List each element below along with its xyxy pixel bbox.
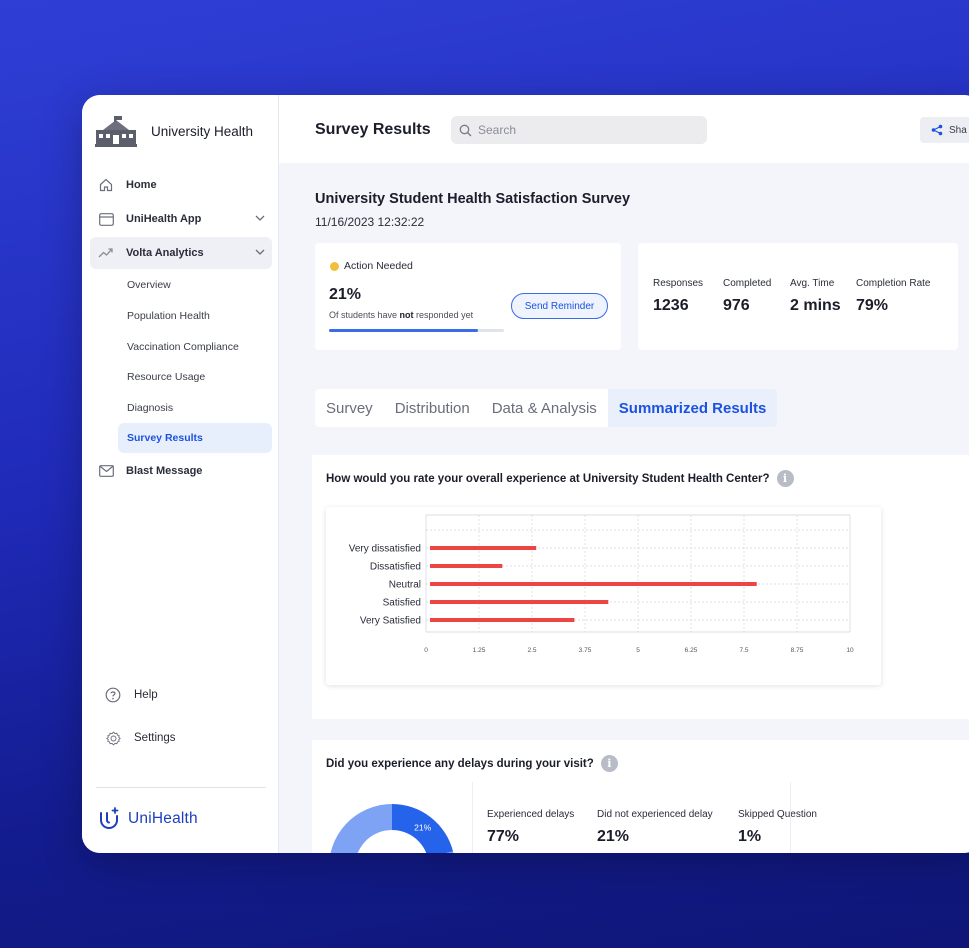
category-label: Satisfied: [383, 598, 421, 609]
question-2-panel: Did you experience any delays during you…: [312, 740, 969, 853]
response-progress-bar: [329, 329, 504, 332]
category-label: Neutral: [389, 580, 421, 591]
sidebar-item-blast-message[interactable]: Blast Message: [90, 455, 272, 487]
subnav-overview[interactable]: Overview: [127, 279, 171, 291]
status-dot: [330, 262, 339, 271]
stat-avg-time: Avg. Time 2 mins: [790, 278, 841, 314]
sidebar-item-volta-analytics[interactable]: Volta Analytics: [90, 237, 272, 269]
x-tick-label: 0: [424, 647, 428, 654]
info-icon[interactable]: i: [776, 470, 794, 487]
survey-title: University Student Health Satisfaction S…: [315, 191, 631, 207]
response-progress-fill: [329, 329, 478, 332]
send-reminder-button[interactable]: Send Reminder: [511, 293, 608, 319]
gear-icon: [104, 729, 122, 747]
trend-icon: [98, 245, 114, 261]
x-tick-label: 2.5: [527, 647, 536, 654]
search-input[interactable]: [478, 123, 678, 137]
share-icon: [931, 124, 943, 136]
stat-skipped: Skipped Question 1%: [738, 809, 817, 845]
university-building-icon: [95, 116, 137, 147]
action-needed-card: Action Needed 21% Of students have not r…: [315, 243, 621, 350]
category-label: Dissatisfied: [370, 562, 421, 573]
tab-distribution[interactable]: Distribution: [394, 399, 470, 417]
sidebar-item-label: UniHealth App: [126, 213, 202, 225]
question-2-title: Did you experience any delays during you…: [326, 755, 618, 772]
donut-segment: [330, 804, 454, 853]
question-1-title: How would you rate your overall experien…: [326, 470, 794, 487]
x-tick-label: 6.25: [685, 647, 698, 654]
x-tick-label: 3.75: [579, 647, 592, 654]
home-icon: [98, 177, 114, 193]
x-tick-label: 8.75: [791, 647, 804, 654]
app-window: University Health Home UniHealth App Vol…: [82, 95, 969, 853]
mail-icon: [98, 463, 114, 479]
category-label: Very dissatisfied: [349, 544, 421, 555]
settings-label: Settings: [134, 732, 176, 744]
x-tick-label: 5: [636, 647, 640, 654]
share-label: Sha: [949, 124, 967, 136]
delay-divider: [790, 782, 791, 853]
satisfaction-bar-chart: 0 1.25 2.5 3.75 5 6.25 7.5 8.75 10 Very dissatisf…: [349, 514, 854, 654]
bar: [430, 564, 503, 568]
chevron-down-icon[interactable]: [254, 212, 266, 224]
question-1-panel: How would you rate your overall experien…: [312, 455, 969, 719]
help-label: Help: [134, 689, 158, 701]
tab-summarized-results[interactable]: Summarized Results: [607, 389, 778, 427]
search-box[interactable]: [451, 116, 707, 144]
action-label: Action Needed: [344, 260, 413, 272]
app-window-icon: [98, 211, 114, 227]
bar: [430, 546, 537, 550]
not-responded-percent: 21%: [329, 286, 362, 303]
sidebar-item-home[interactable]: Home: [90, 169, 272, 201]
subnav-survey-results[interactable]: Survey Results: [118, 423, 272, 453]
share-button[interactable]: Sha: [920, 117, 969, 143]
bar: [430, 618, 575, 622]
bar: [430, 600, 609, 604]
sidebar-item-label: Home: [126, 179, 157, 191]
results-tabs: Survey Distribution Data & Analysis Summ…: [315, 389, 778, 427]
sidebar-item-label: Volta Analytics: [126, 247, 204, 259]
stat-responses: Responses 1236: [653, 278, 704, 314]
not-responded-note: Of students have not responded yet: [329, 310, 474, 320]
subnav-vaccination-compliance[interactable]: Vaccination Compliance: [127, 341, 239, 353]
donut-segment: [392, 804, 454, 853]
x-tick-label: 7.5: [739, 647, 748, 654]
subnav-population-health[interactable]: Population Health: [127, 310, 210, 322]
stat-completed: Completed 976: [723, 278, 772, 314]
brand[interactable]: University Health: [95, 115, 253, 147]
survey-date: 11/16/2023 12:32:22: [315, 215, 425, 229]
settings-link[interactable]: Settings: [104, 729, 176, 747]
sidebar-item-label: Blast Message: [126, 465, 203, 477]
delay-divider: [472, 782, 473, 853]
sidebar-divider: [96, 787, 266, 788]
satisfaction-chart: 0 1.25 2.5 3.75 5 6.25 7.5 8.75 10 Very dissatisf…: [326, 507, 881, 685]
donut-label: 21%: [414, 822, 431, 832]
logo-text: UniHealth: [128, 810, 198, 827]
search-icon: [459, 124, 472, 137]
help-link[interactable]: Help: [104, 686, 158, 704]
stat-no-delay: Did not experienced delay 21%: [597, 809, 713, 845]
stat-experienced-delays: Experienced delays 77%: [487, 809, 575, 845]
x-tick-label: 1.25: [473, 647, 486, 654]
sidebar-item-unihealth-app[interactable]: UniHealth App: [90, 203, 272, 235]
page-title: Survey Results: [315, 121, 431, 138]
delay-donut-chart: 21%77%: [330, 804, 454, 853]
tab-data-analysis[interactable]: Data & Analysis: [491, 399, 597, 417]
info-icon[interactable]: i: [600, 755, 618, 772]
survey-stats-card: Responses 1236 Completed 976 Avg. Time 2…: [638, 243, 958, 350]
subnav-diagnosis[interactable]: Diagnosis: [127, 402, 174, 414]
x-tick-label: 10: [846, 647, 854, 654]
subnav-resource-usage[interactable]: Resource Usage: [127, 371, 206, 383]
top-header: Survey Results Sha: [279, 95, 969, 163]
category-label: Very Satisfied: [360, 616, 421, 627]
brand-name: University Health: [151, 123, 254, 139]
sidebar: University Health Home UniHealth App Vol…: [82, 95, 279, 853]
bar: [430, 582, 757, 586]
tab-survey[interactable]: Survey: [326, 399, 373, 417]
stat-completion-rate: Completion Rate 79%: [856, 278, 931, 314]
chevron-down-icon[interactable]: [254, 246, 266, 258]
unihealth-logo-icon: [100, 807, 119, 830]
help-circle-icon: [104, 686, 122, 704]
unihealth-logo: UniHealth: [98, 807, 198, 831]
